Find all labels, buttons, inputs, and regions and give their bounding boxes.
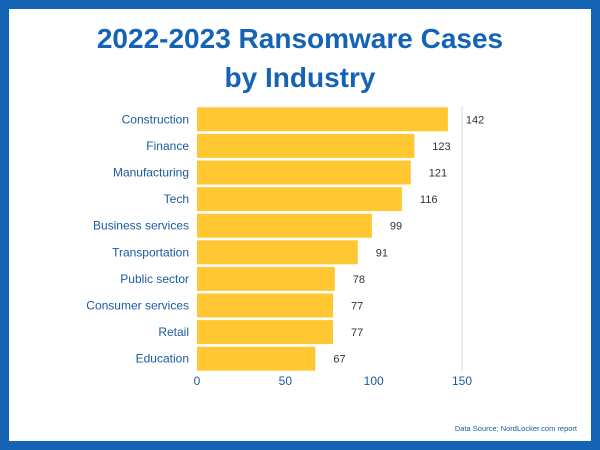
value-label-transportation: 91 [376, 247, 388, 259]
category-label-business-services: Business services [93, 219, 189, 233]
value-label-retail: 77 [351, 327, 363, 339]
bar-public-sector [197, 266, 335, 291]
bar-retail [197, 320, 334, 345]
value-label-public-sector: 78 [353, 274, 365, 286]
category-label-finance: Finance [146, 139, 189, 153]
value-label-business-services: 99 [390, 221, 402, 233]
x-tick-50: 50 [279, 374, 293, 388]
bar-transportation [197, 240, 358, 265]
category-label-tech: Tech [164, 192, 189, 206]
category-label-retail: Retail [158, 325, 189, 339]
x-tick-100: 100 [364, 374, 384, 388]
value-label-education: 67 [333, 354, 345, 366]
data-source-note: Data Source: NordLocker.com report [454, 424, 577, 433]
bar-consumer-services [197, 293, 334, 318]
bar-tech [197, 187, 402, 212]
bar-business-services [197, 213, 372, 238]
category-label-education: Education [136, 352, 189, 366]
x-tick-150: 150 [452, 374, 472, 388]
bar-finance [197, 133, 415, 158]
category-label-public-sector: Public sector [120, 272, 189, 286]
value-label-consumer-services: 77 [351, 301, 363, 313]
value-label-construction: 142 [466, 114, 484, 126]
x-tick-0: 0 [194, 374, 201, 388]
category-label-manufacturing: Manufacturing [113, 166, 189, 180]
bar-education [197, 346, 316, 371]
category-label-construction: Construction [122, 112, 189, 126]
chart-title-line2: by Industry [224, 62, 376, 93]
bar-construction [197, 107, 448, 132]
value-label-manufacturing: 121 [429, 168, 447, 180]
value-label-tech: 116 [420, 194, 438, 206]
category-label-transportation: Transportation [112, 245, 189, 259]
bar-manufacturing [197, 160, 411, 185]
value-label-finance: 123 [432, 141, 450, 153]
chart-title-line1: 2022-2023 Ransomware Cases [96, 23, 504, 54]
category-label-consumer-services: Consumer services [86, 299, 189, 313]
